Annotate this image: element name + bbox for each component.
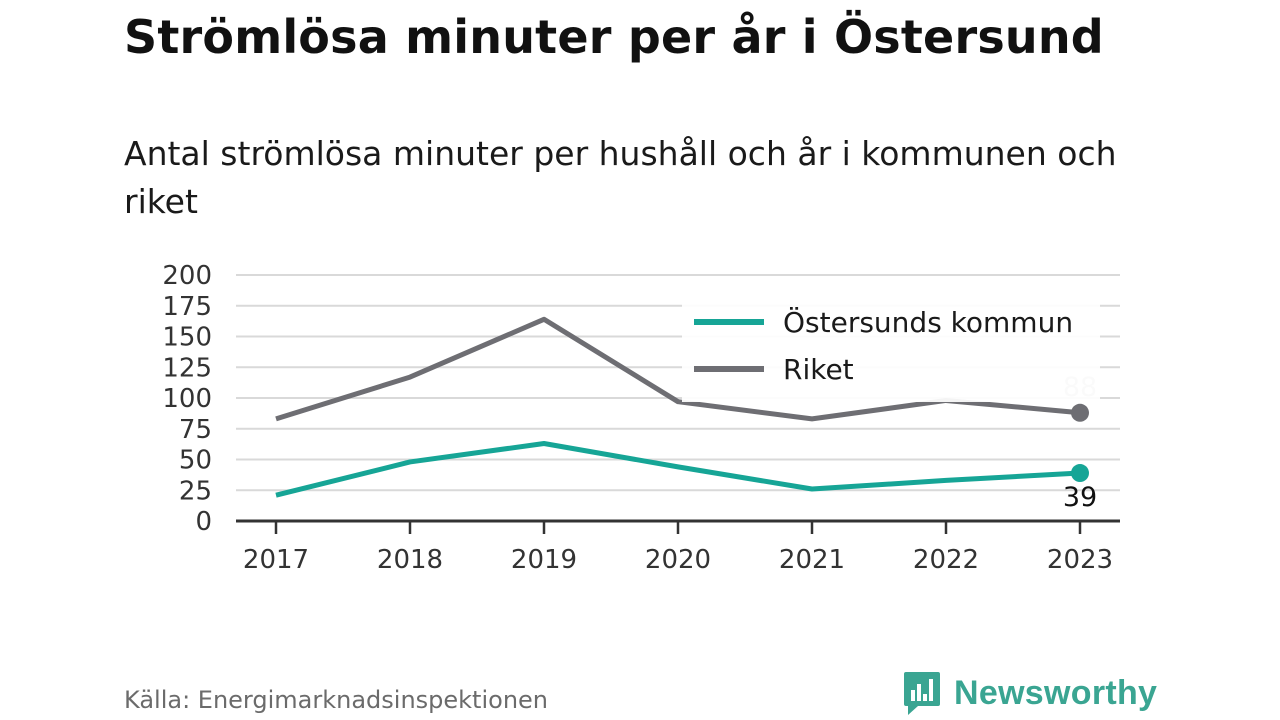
x-tick-label: 2019 [511,545,577,575]
end-point-riket [1071,403,1089,422]
x-tick-label: 2020 [645,545,711,575]
x-tick-label: 2022 [913,545,979,575]
brand-name: Newsworthy [954,673,1158,712]
newsworthy-logo-icon [904,672,940,715]
y-tick-label: 25 [179,476,212,506]
newsworthy-logo[interactable]: Newsworthy [902,670,1157,716]
legend: Östersunds kommun Riket [682,296,1100,402]
y-tick-label: 50 [179,446,212,476]
end-point-ostersund [1071,464,1089,483]
series-line-ostersund [275,441,1081,498]
x-tick-label: 2023 [1047,545,1113,575]
y-tick-label: 0 [195,507,212,537]
legend-label: Riket [783,353,854,386]
data-label-ostersund: 39 [1063,482,1097,513]
y-tick-label: 125 [162,353,212,383]
y-tick-label: 150 [162,323,212,353]
source-note: Källa: Energimarknadsinspektionen [124,686,549,714]
legend-background [682,296,1100,402]
x-tick-label: 2018 [377,545,443,575]
x-axis: 2017 2018 2019 2020 2021 2022 2023 [236,519,1120,575]
chart-title: Strömlösa minuter per år i Östersund [124,10,1104,64]
y-tick-label: 175 [162,292,212,322]
y-tick-label: 75 [179,415,212,445]
x-tick-label: 2017 [243,545,309,575]
chart-subtitle: Antal strömlösa minuter per hushåll och … [124,134,1117,221]
x-tick-label: 2021 [779,545,845,575]
y-tick-label: 100 [162,384,212,414]
legend-label: Östersunds kommun [783,305,1073,339]
y-tick-label: 200 [162,261,212,291]
